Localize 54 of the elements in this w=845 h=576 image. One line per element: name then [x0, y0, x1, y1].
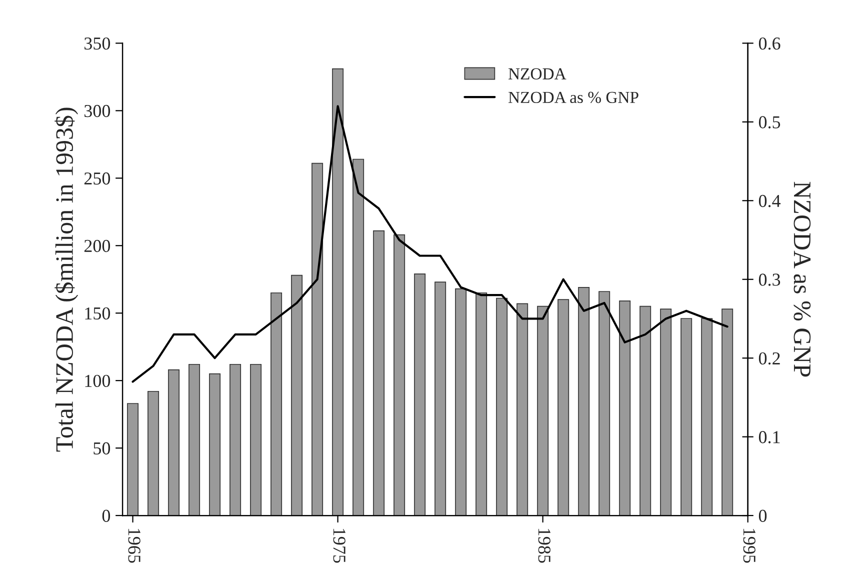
line-series: [132, 105, 728, 383]
bar: [598, 291, 610, 516]
bar: [516, 303, 528, 516]
y2-tick-label: 0.6: [758, 37, 780, 50]
bar: [312, 162, 324, 516]
x-tick-label: 1995: [743, 528, 756, 563]
bar: [619, 300, 631, 516]
bar: [578, 287, 590, 516]
y2-tick-label: 0.1: [758, 431, 780, 444]
legend-label: NZODA: [508, 68, 566, 80]
y-tick-label: 250: [84, 172, 110, 185]
bar: [168, 369, 180, 516]
bar: [476, 292, 488, 516]
y2-tick-label: 0.4: [758, 194, 781, 208]
bar: [680, 318, 692, 516]
y2-tick-label: 0: [758, 510, 767, 522]
bar: [701, 318, 713, 516]
bar: [660, 308, 672, 516]
y-tick-label: 100: [85, 374, 110, 388]
y-tick-label: 300: [84, 104, 110, 118]
x-tick-label: 1985: [538, 528, 550, 563]
y-tick-label: 150: [85, 307, 110, 320]
bar: [434, 282, 446, 516]
bar: [496, 298, 508, 516]
bar: [332, 68, 344, 516]
bar: [230, 364, 242, 516]
y2-tick-label: 0.2: [758, 352, 780, 365]
y-tick-label: 50: [94, 442, 110, 454]
bar: [394, 234, 406, 516]
bar: [291, 274, 303, 516]
y-tick-label: 200: [84, 240, 110, 252]
x-tick-label: 1965: [128, 528, 140, 563]
y2-tick-label: 0.5: [758, 116, 780, 128]
bar: [127, 403, 139, 516]
bar: [270, 292, 282, 516]
y-tick-label: 0: [102, 510, 110, 522]
bar: [209, 373, 221, 516]
bar: [352, 158, 364, 516]
bar: [558, 299, 570, 516]
legend-label: NZODA as % GNP: [508, 92, 638, 104]
y2-axis-title: NZODA as % GNP: [794, 182, 811, 377]
bar: [455, 288, 467, 516]
bar: [373, 230, 385, 516]
bar: [537, 306, 549, 516]
x-tick-label: 1975: [333, 528, 346, 563]
bar: [640, 306, 652, 516]
y-axis-title: Total NZODA ($million in 1993$): [54, 108, 78, 452]
bar: [148, 390, 160, 516]
bar: [188, 364, 200, 516]
y2-tick-label: 0.3: [758, 274, 780, 286]
bar: [414, 274, 426, 516]
bar: [250, 364, 262, 516]
bar: [722, 308, 734, 516]
y-tick-label: 350: [84, 37, 110, 50]
